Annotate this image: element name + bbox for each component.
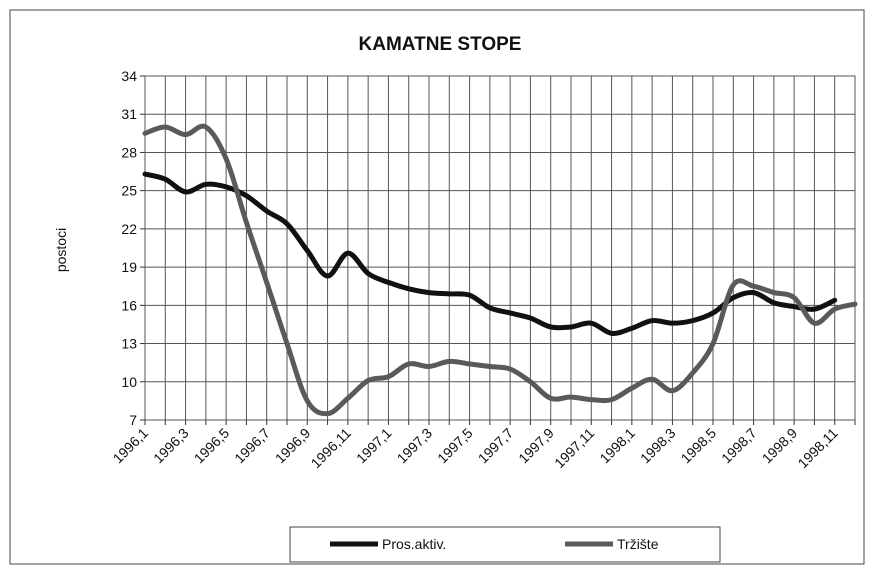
y-tick-label: 34 [121, 68, 137, 84]
y-tick-label: 22 [121, 221, 137, 237]
legend-label: Pros.aktiv. [382, 536, 446, 552]
y-tick-label: 10 [121, 374, 137, 390]
chart-title: KAMATNE STOPE [359, 34, 522, 55]
series-line [142, 171, 838, 336]
y-tick-label: 25 [121, 183, 137, 199]
y-tick-label: 7 [129, 412, 137, 428]
series-line [142, 123, 858, 417]
y-tick-label: 13 [121, 336, 137, 352]
y-tick-label: 28 [121, 144, 137, 160]
legend-label: Tržište [617, 536, 659, 552]
y-tick-label: 16 [121, 297, 137, 313]
y-axis-label: postoci [53, 228, 69, 272]
y-tick-label: 31 [121, 106, 137, 122]
y-tick-label: 19 [121, 259, 137, 275]
